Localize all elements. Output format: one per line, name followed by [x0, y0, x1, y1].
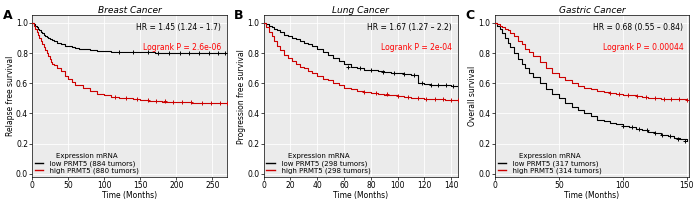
Point — [382, 92, 393, 96]
Legend:   low PRMT5 (884 tumors),   high PRMT5 (880 tumors): low PRMT5 (884 tumors), high PRMT5 (880 … — [34, 152, 140, 175]
Point — [377, 70, 388, 73]
Point — [221, 102, 232, 105]
Point — [354, 67, 365, 70]
Point — [626, 125, 637, 129]
Point — [664, 135, 676, 138]
Title: Breast Cancer: Breast Cancer — [97, 6, 162, 15]
Text: Logrank P = 0.00044: Logrank P = 0.00044 — [603, 43, 683, 52]
Point — [142, 98, 153, 102]
Point — [649, 97, 660, 100]
Point — [392, 95, 403, 98]
Point — [388, 71, 399, 74]
Point — [399, 73, 410, 76]
Y-axis label: Relapse free survival: Relapse free survival — [6, 56, 15, 136]
X-axis label: Time (Months): Time (Months) — [102, 191, 157, 200]
Point — [205, 101, 216, 104]
Point — [213, 51, 224, 55]
Point — [153, 51, 164, 54]
Point — [672, 137, 683, 141]
Point — [220, 51, 231, 55]
Text: HR = 1.67 (1.27 – 2.2): HR = 1.67 (1.27 – 2.2) — [368, 23, 452, 32]
Legend:   low PRMT5 (317 tumors),   high PRMT5 (314 tumors): low PRMT5 (317 tumors), high PRMT5 (314 … — [497, 152, 603, 175]
Point — [447, 84, 458, 87]
Point — [176, 100, 188, 104]
Point — [440, 84, 452, 87]
Point — [657, 133, 668, 136]
Point — [150, 99, 162, 102]
Point — [164, 51, 175, 54]
Point — [131, 97, 142, 101]
Text: A: A — [3, 9, 13, 22]
Point — [634, 127, 645, 130]
Text: C: C — [466, 9, 475, 22]
Text: HR = 0.68 (0.55 – 0.84): HR = 0.68 (0.55 – 0.84) — [594, 23, 683, 32]
Point — [430, 97, 441, 101]
Point — [416, 82, 428, 85]
Point — [127, 50, 139, 54]
Point — [370, 91, 382, 95]
Point — [680, 139, 691, 142]
Title: Lung Cancer: Lung Cancer — [332, 6, 389, 15]
Point — [412, 97, 423, 100]
Y-axis label: Overall survival: Overall survival — [468, 66, 477, 126]
Point — [113, 50, 125, 54]
Point — [640, 96, 652, 99]
Point — [196, 101, 207, 104]
Point — [681, 98, 692, 101]
Point — [358, 91, 370, 94]
Point — [649, 131, 660, 135]
Point — [604, 91, 615, 95]
Point — [658, 97, 669, 100]
Point — [402, 96, 414, 99]
X-axis label: Time (Months): Time (Months) — [564, 191, 620, 200]
Point — [617, 124, 629, 127]
Point — [203, 51, 214, 55]
Point — [342, 65, 354, 68]
Point — [109, 95, 120, 98]
Text: Logrank P = 2e-04: Logrank P = 2e-04 — [382, 43, 452, 52]
Title: Gastric Cancer: Gastric Cancer — [559, 6, 625, 15]
Point — [622, 93, 634, 97]
Point — [613, 92, 624, 96]
Point — [666, 97, 677, 101]
Point — [446, 98, 457, 102]
Text: Logrank P = 2.6e-06: Logrank P = 2.6e-06 — [143, 43, 221, 52]
Point — [673, 98, 685, 101]
Point — [420, 97, 431, 100]
Point — [174, 51, 186, 54]
Point — [120, 97, 132, 100]
Y-axis label: Progression free survival: Progression free survival — [237, 49, 246, 144]
Point — [214, 101, 225, 105]
Point — [631, 95, 643, 98]
Point — [142, 51, 153, 54]
Point — [194, 51, 205, 55]
Point — [365, 69, 377, 72]
X-axis label: Time (Months): Time (Months) — [333, 191, 389, 200]
Point — [641, 128, 652, 132]
Point — [426, 83, 437, 87]
Point — [438, 98, 449, 101]
Text: HR = 1.45 (1.24 – 1.7): HR = 1.45 (1.24 – 1.7) — [136, 23, 221, 32]
Text: B: B — [234, 9, 244, 22]
Point — [185, 101, 196, 104]
Point — [433, 83, 444, 87]
Legend:   low PRMT5 (298 tumors),   high PRMT5 (298 tumors): low PRMT5 (298 tumors), high PRMT5 (298 … — [265, 152, 371, 175]
Point — [408, 73, 419, 77]
Point — [183, 51, 195, 54]
Point — [159, 100, 170, 103]
Point — [452, 98, 463, 102]
Point — [168, 100, 179, 103]
